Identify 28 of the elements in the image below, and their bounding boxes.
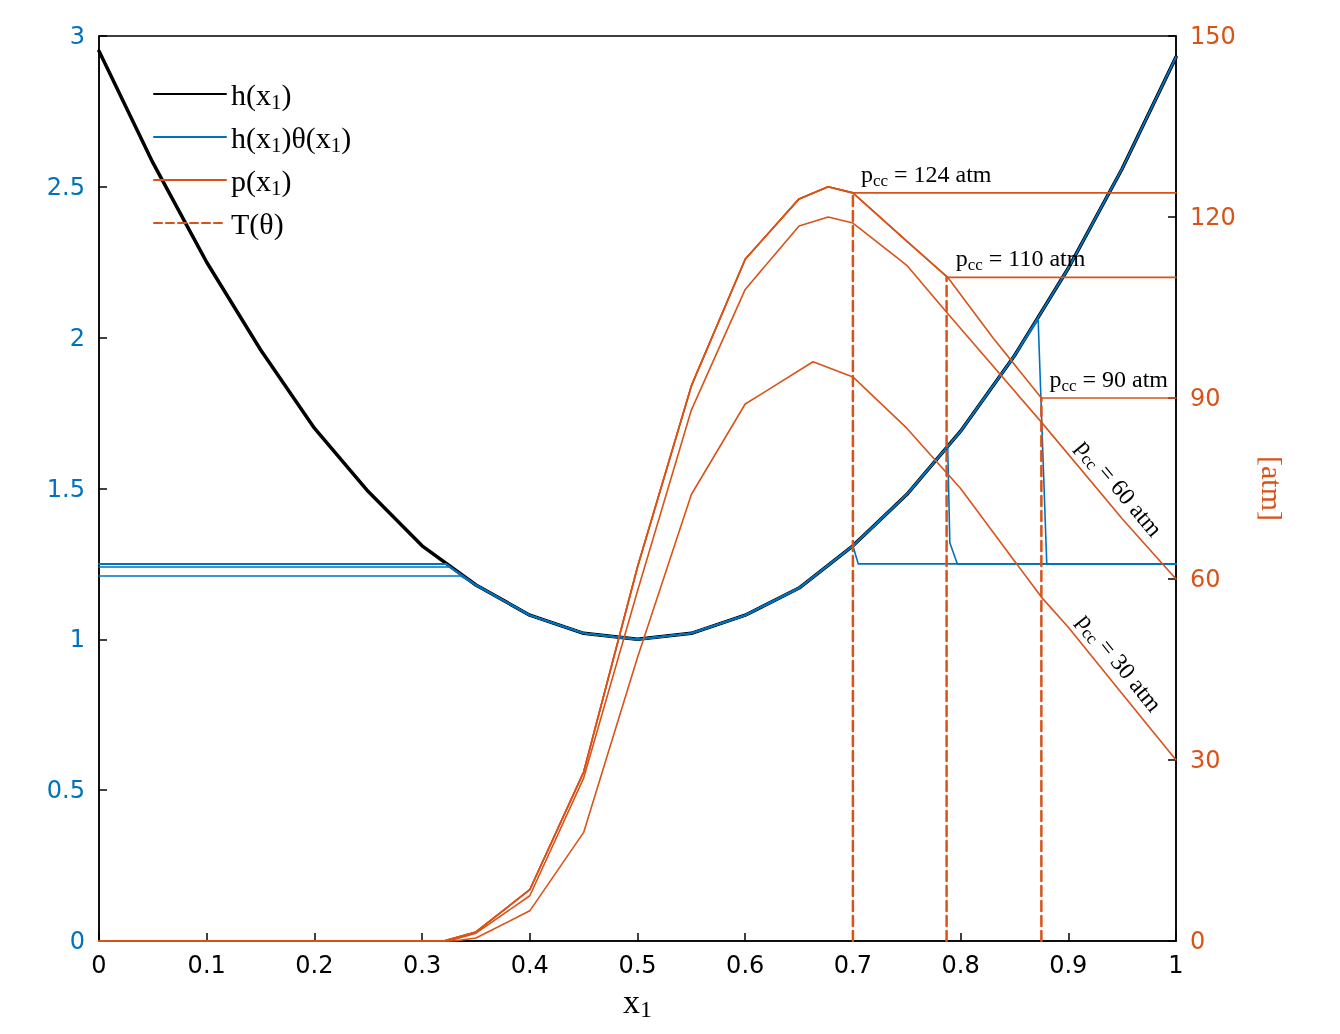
x-tick-label: 0.6: [726, 951, 765, 979]
y2-tick-label: 30: [1190, 746, 1221, 774]
x-tick-label: 0.1: [187, 951, 226, 979]
y2-tick-label: 120: [1190, 203, 1236, 231]
y-tick-label: 0: [69, 927, 85, 955]
y2-tick-label: 90: [1190, 384, 1221, 412]
y-tick-label: 0.5: [46, 776, 85, 805]
y2-tick-label: 0: [1190, 927, 1206, 955]
y2-tick-label: 60: [1190, 565, 1221, 593]
y-tick-label: 2.5: [46, 172, 85, 201]
y-tick-label: 2: [69, 323, 85, 352]
annotation: pcc = 60 atm: [1071, 433, 1169, 542]
y-tick-label: 3: [69, 22, 85, 50]
y-tick-label: 1: [69, 625, 85, 654]
x-tick-label: 0.2: [295, 951, 334, 979]
x-tick-label: 0.4: [510, 951, 549, 979]
x-tick-label: 0.3: [403, 951, 442, 979]
y2-axis-title: [atm]: [1255, 456, 1289, 521]
x-tick-label: 0: [91, 951, 107, 979]
y2-tick-label: 150: [1190, 22, 1236, 50]
x-tick-label: 0.8: [941, 951, 980, 979]
x-tick-label: 1: [1168, 951, 1184, 979]
legend-label: T(θ): [231, 206, 284, 241]
x-tick-label: 0.7: [833, 951, 872, 979]
x-tick-label: 0.9: [1049, 951, 1088, 979]
annotation: pcc = 30 atm: [1072, 608, 1168, 717]
y-tick-label: 1.5: [46, 474, 85, 503]
x-tick-label: 0.5: [618, 951, 657, 979]
